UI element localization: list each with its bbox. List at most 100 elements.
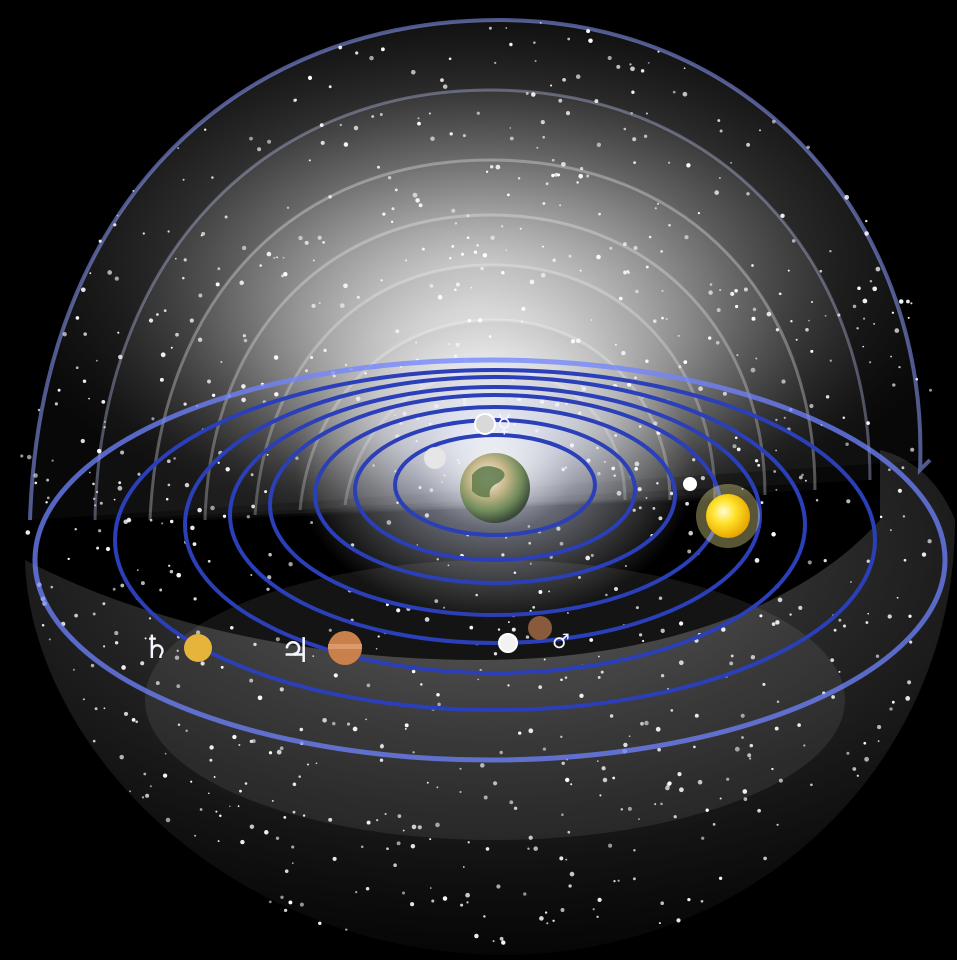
star (635, 606, 639, 610)
star (877, 740, 880, 742)
star (560, 678, 563, 682)
star (771, 622, 776, 626)
star (280, 895, 284, 899)
star (268, 751, 273, 755)
star (797, 723, 801, 727)
star (857, 286, 861, 291)
star (244, 782, 248, 785)
mercury: ☿ (474, 410, 512, 438)
star (184, 482, 190, 488)
star (149, 785, 152, 788)
star (676, 918, 681, 923)
star (253, 642, 257, 647)
star (700, 475, 706, 481)
star (683, 360, 688, 364)
star (417, 825, 422, 830)
star (493, 652, 498, 656)
star (92, 497, 96, 501)
star (136, 569, 139, 571)
star (402, 891, 405, 895)
star (250, 473, 254, 477)
star (879, 515, 883, 519)
star (499, 750, 503, 755)
star (333, 673, 338, 678)
star (762, 682, 766, 686)
star (120, 450, 125, 455)
star (856, 774, 859, 777)
star (778, 778, 783, 783)
star (185, 729, 188, 733)
star (654, 803, 657, 806)
star (747, 753, 752, 758)
star (844, 194, 850, 200)
star (183, 402, 187, 406)
star (623, 742, 628, 748)
star (546, 922, 549, 925)
star (721, 627, 726, 632)
star (310, 355, 314, 360)
star (623, 242, 627, 247)
star (266, 453, 269, 456)
star (426, 781, 429, 784)
star (540, 272, 546, 278)
star (501, 270, 505, 275)
star (898, 365, 901, 369)
star (693, 745, 696, 749)
star (705, 808, 709, 812)
star (775, 328, 780, 332)
star (80, 438, 85, 444)
star (435, 822, 440, 828)
star (264, 490, 268, 494)
star (903, 558, 907, 562)
moon (424, 447, 446, 469)
star (476, 111, 480, 115)
star (657, 202, 660, 205)
star (748, 757, 752, 760)
star (129, 790, 132, 793)
star (667, 781, 672, 786)
star (411, 69, 416, 75)
star (176, 649, 179, 652)
star (752, 307, 757, 312)
star (102, 602, 106, 606)
star (54, 402, 59, 406)
star (96, 546, 100, 550)
star (424, 617, 430, 622)
star (743, 287, 748, 292)
star (888, 468, 891, 472)
star (194, 834, 197, 837)
star (459, 790, 462, 794)
star (825, 395, 830, 399)
star (257, 147, 262, 152)
star (396, 608, 401, 613)
star (608, 843, 613, 848)
star (384, 812, 387, 816)
star (379, 744, 384, 749)
star (343, 283, 348, 289)
star (246, 515, 250, 519)
star (897, 488, 902, 493)
star (698, 386, 703, 392)
star (451, 245, 455, 248)
star (686, 163, 691, 168)
star (730, 291, 735, 296)
star (132, 189, 135, 192)
star (322, 241, 325, 244)
orbit-6 (183, 375, 807, 675)
star (490, 165, 494, 169)
star (592, 908, 595, 911)
star (889, 529, 892, 532)
star (417, 117, 420, 120)
star (887, 614, 892, 619)
star (736, 354, 739, 357)
star (632, 877, 636, 881)
star (534, 60, 537, 62)
star (638, 633, 643, 637)
star (74, 527, 77, 531)
star (241, 245, 247, 251)
star (657, 747, 661, 752)
star (661, 289, 664, 292)
star (586, 29, 591, 34)
star (198, 293, 203, 298)
star (501, 940, 506, 945)
